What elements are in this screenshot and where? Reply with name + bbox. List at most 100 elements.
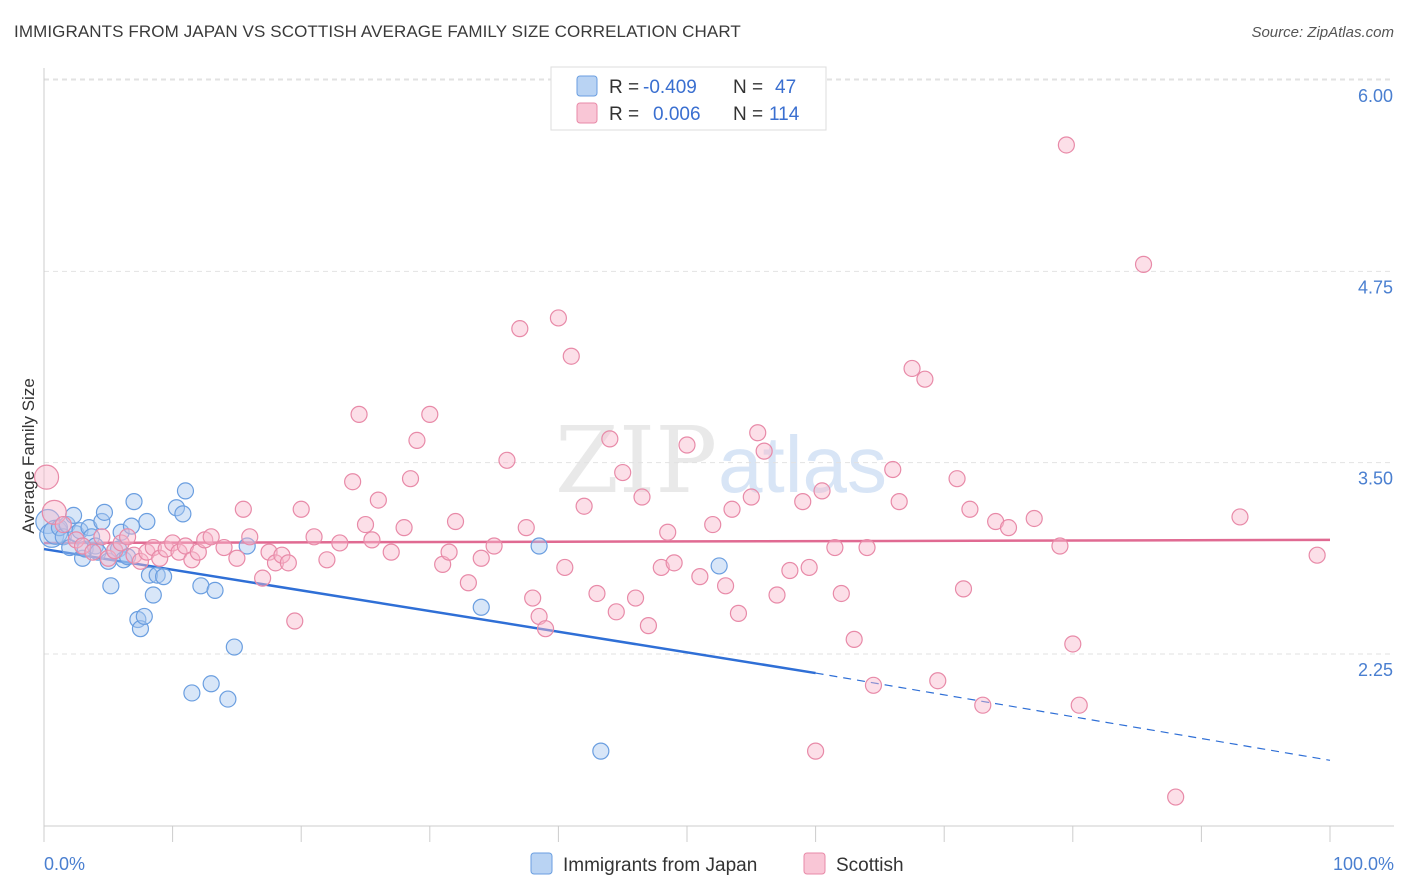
- point-scottish: [215, 538, 233, 557]
- point-scottish: [498, 451, 516, 469]
- point-japan: [710, 557, 728, 575]
- point-scottish: [929, 672, 947, 690]
- point-japan: [102, 577, 120, 595]
- point-scottish: [704, 515, 722, 534]
- point-scottish: [845, 630, 863, 648]
- point-scottish: [93, 528, 111, 546]
- point-scottish: [556, 558, 574, 577]
- point-scottish: [144, 538, 162, 557]
- point-scottish: [890, 493, 908, 511]
- point-scottish: [286, 612, 304, 630]
- point-scottish: [151, 549, 169, 567]
- point-scottish: [948, 470, 966, 488]
- point-scottish: [84, 543, 102, 561]
- legend-swatch-scottish: [576, 102, 598, 124]
- legend-n-value-scottish: 114: [769, 104, 800, 125]
- point-japan: [122, 517, 141, 535]
- point-japan: [138, 512, 156, 531]
- point-scottish: [626, 589, 645, 607]
- point-scottish: [903, 359, 921, 378]
- point-japan: [135, 607, 153, 626]
- point-scottish: [421, 405, 439, 423]
- point-scottish: [73, 537, 92, 555]
- point-scottish: [813, 482, 831, 500]
- point-japan: [472, 598, 490, 616]
- point-japan: [192, 577, 210, 595]
- point-scottish: [864, 676, 883, 694]
- point-scottish: [601, 430, 619, 448]
- point-scottish: [723, 500, 741, 518]
- data-points: [33, 136, 1326, 806]
- point-scottish: [369, 491, 387, 509]
- point-scottish: [916, 370, 934, 388]
- point-scottish: [806, 742, 825, 760]
- point-scottish: [858, 538, 876, 557]
- point-scottish: [395, 519, 413, 537]
- legend-n-label-scottish: N =: [733, 104, 763, 125]
- legend-n-value-japan: 47: [775, 77, 796, 98]
- point-japan: [206, 581, 224, 600]
- point-scottish: [614, 463, 632, 482]
- point-scottish: [1025, 509, 1043, 528]
- point-scottish: [511, 320, 529, 338]
- point-japan: [219, 690, 237, 708]
- point-scottish: [350, 405, 368, 423]
- point-scottish: [202, 528, 220, 546]
- point-scottish: [260, 543, 278, 561]
- point-scottish: [691, 568, 709, 586]
- trend-line-japan: [43, 547, 816, 675]
- point-scottish: [884, 460, 902, 479]
- axes: [43, 68, 1394, 842]
- point-scottish: [54, 515, 72, 534]
- legend-r-value-scottish: 0.006: [653, 104, 701, 125]
- point-scottish: [234, 500, 252, 518]
- trend-line-japan-extension: [815, 672, 1331, 761]
- point-scottish: [440, 543, 458, 561]
- point-japan: [95, 503, 114, 521]
- point-scottish: [356, 515, 375, 534]
- point-scottish: [954, 580, 973, 598]
- point-scottish: [607, 603, 625, 621]
- point-scottish: [254, 569, 272, 587]
- point-scottish: [517, 519, 535, 537]
- point-scottish: [112, 534, 130, 552]
- point-scottish: [742, 488, 760, 506]
- point-scottish: [562, 347, 580, 365]
- point-scottish: [228, 549, 246, 567]
- point-scottish: [67, 531, 85, 549]
- point-scottish: [781, 561, 799, 580]
- y-tick-labels: 2.25 3.50 4.75 6.00: [1358, 86, 1393, 680]
- point-scottish: [459, 574, 477, 592]
- point-scottish: [401, 470, 420, 488]
- chart-title: IMMIGRANTS FROM JAPAN VS SCOTTISH AVERAG…: [14, 22, 741, 41]
- legend-box: R = -0.409 N = 47 R = 0.006 N = 114: [550, 66, 827, 131]
- point-scottish: [170, 543, 188, 561]
- bottom-legend-label-scottish: Scottish: [836, 855, 904, 876]
- bottom-legend-swatch-scottish: [803, 852, 826, 875]
- source-label: Source: ZipAtlas.com: [1251, 24, 1394, 41]
- point-scottish: [446, 512, 465, 531]
- point-japan: [183, 684, 201, 702]
- bottom-legend: Immigrants from Japan Scottish: [530, 852, 904, 876]
- point-scottish: [1051, 537, 1069, 555]
- point-scottish: [974, 696, 992, 714]
- point-scottish: [755, 442, 773, 460]
- point-japan: [144, 586, 162, 604]
- point-japan: [592, 742, 610, 760]
- point-scottish: [344, 473, 362, 491]
- point-scottish: [633, 488, 651, 506]
- point-scottish: [832, 584, 850, 603]
- point-japan: [176, 482, 195, 500]
- point-scottish: [363, 531, 381, 549]
- point-scottish: [999, 519, 1018, 537]
- point-scottish: [131, 552, 150, 570]
- point-scottish: [41, 499, 67, 525]
- point-scottish: [826, 538, 844, 557]
- point-scottish: [961, 500, 979, 518]
- point-scottish: [118, 528, 137, 546]
- point-scottish: [749, 424, 767, 442]
- point-japan: [148, 566, 166, 584]
- point-scottish: [678, 436, 696, 454]
- point-scottish: [157, 540, 175, 558]
